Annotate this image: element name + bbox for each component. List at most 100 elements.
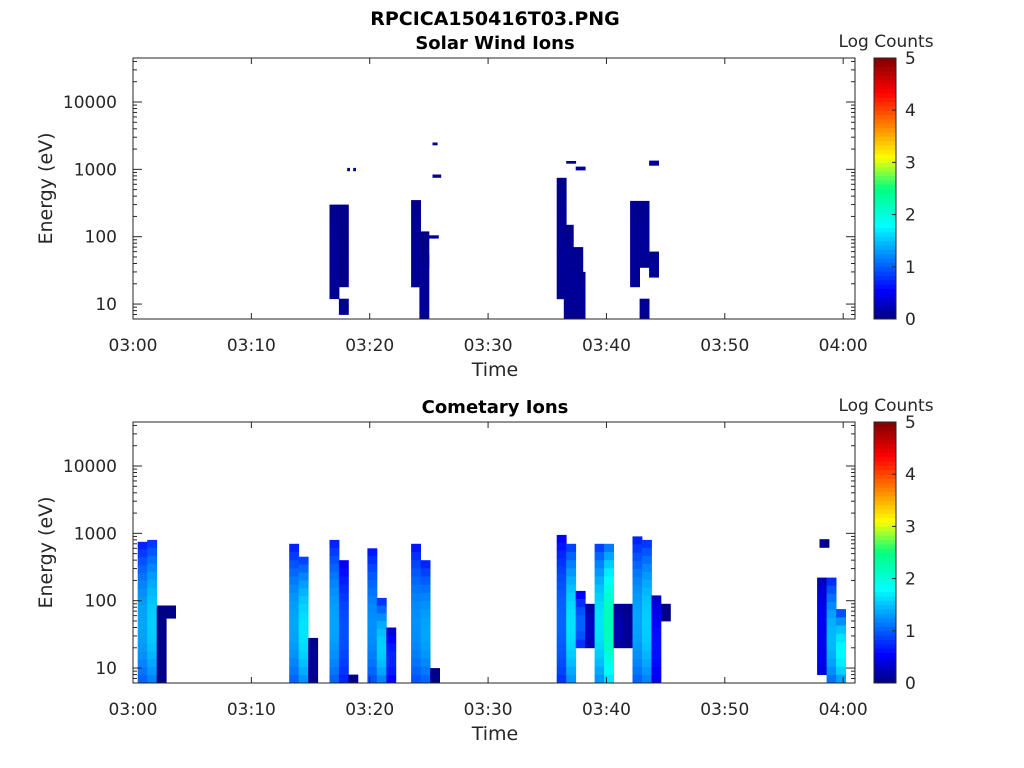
spectrogram-cell [367, 572, 378, 581]
y-tick-label: 1000 [74, 160, 117, 180]
colorbar-swatch [874, 543, 896, 549]
panel-title: Solar Wind Ions [415, 33, 574, 54]
spectrogram-cell [338, 237, 349, 247]
spectrogram-cell [367, 611, 378, 620]
spectrogram-cell [147, 627, 158, 636]
spectrogram-cell [156, 652, 167, 661]
colorbar-swatch [874, 192, 896, 198]
spectrogram-cell [329, 259, 340, 268]
spectrogram-cell [338, 306, 349, 315]
spectrogram-cell [613, 630, 624, 640]
spectrogram-cell [376, 652, 387, 661]
spectrogram-cell [147, 595, 158, 604]
spectrogram-cell [578, 311, 586, 320]
colorbar-swatch [874, 118, 896, 124]
colorbar-swatch [874, 62, 896, 68]
spectrogram-cell [411, 560, 421, 569]
spectrogram-cell [613, 612, 624, 622]
spectrogram-cell [563, 248, 574, 257]
colorbar-swatch [874, 435, 896, 440]
spectrogram-cell [642, 659, 652, 668]
spectrogram-cell [329, 243, 340, 252]
spectrogram-cell [819, 539, 830, 548]
colorbar-swatch [874, 452, 896, 458]
colorbar-swatch [874, 548, 896, 553]
spectrogram-cell [338, 642, 349, 651]
spectrogram-cell [639, 200, 650, 210]
spectrogram-cell [411, 231, 421, 240]
colorbar-swatch [874, 617, 896, 623]
spectrogram-cell [604, 601, 614, 610]
spectrogram-cell [594, 633, 605, 643]
x-axis-label: Time [471, 359, 519, 381]
spectrogram-cell [329, 571, 340, 581]
spectrogram-cell [594, 666, 605, 676]
spectrogram-cell [594, 584, 605, 594]
spectrogram-cell [649, 251, 659, 261]
spectrogram-cell [308, 675, 319, 684]
panel-solar-wind-ions: Solar Wind Ions 03:00 03:10 03:20 03:30 03:40… [35, 32, 934, 381]
spectrogram-cell [594, 642, 605, 651]
spectrogram-cell [298, 667, 309, 676]
spectrogram-cell [604, 650, 614, 659]
spectrogram-cell [642, 627, 652, 636]
spectrogram-cell [367, 667, 378, 676]
colorbar-tick-label: 4 [905, 465, 916, 485]
spectrogram-cell [630, 240, 640, 249]
spectrogram-cell [651, 651, 662, 660]
spectrogram-cell [338, 262, 349, 271]
spectrogram-cell [376, 667, 387, 676]
spectrogram-cell [147, 675, 158, 684]
colorbar-swatch [874, 149, 896, 155]
spectrogram-cell [836, 658, 846, 667]
spectrogram-cell [347, 167, 350, 172]
spectrogram-cell [632, 544, 643, 554]
spectrogram-cell [329, 603, 340, 612]
spectrogram-cell [338, 253, 349, 263]
spectrogram-cell [137, 675, 148, 684]
spectrogram-cell [411, 568, 421, 577]
spectrogram-cell [298, 596, 309, 605]
spectrogram-cell [137, 549, 148, 558]
colorbar-swatch [874, 171, 896, 176]
colorbar-swatch [874, 153, 896, 159]
spectrogram-cell [289, 625, 300, 635]
spectrogram-cell [566, 592, 577, 602]
spectrogram-cell [566, 568, 577, 577]
colorbar-swatch [874, 604, 896, 610]
spectrogram-cell [367, 564, 378, 573]
spectrogram-cell [329, 643, 340, 652]
spectrogram-cell [289, 576, 300, 586]
spectrogram-cell [632, 650, 643, 659]
spectrogram-cell [817, 626, 827, 635]
y-axis-label: Energy (eV) [35, 496, 57, 608]
spectrogram-cell [420, 674, 431, 684]
spectrogram-cell [329, 563, 340, 573]
spectrogram-cell [632, 552, 643, 562]
colorbar-tick-label: 2 [905, 570, 916, 590]
spectrogram-cell [573, 263, 584, 272]
colorbar-swatch [874, 613, 896, 619]
spectrogram-cell [604, 552, 614, 561]
spectrogram-cell [817, 593, 827, 603]
colorbar-swatch [874, 678, 896, 684]
spectrogram-cell [166, 611, 176, 619]
spectrogram-cell [556, 605, 567, 614]
spectrogram-cell [575, 166, 586, 171]
spectrogram-cell [156, 675, 167, 684]
spectrogram-cell [826, 593, 837, 603]
spectrogram-cell [649, 260, 659, 270]
spectrogram-cell [651, 675, 662, 684]
spectrogram-cell [594, 609, 605, 618]
spectrogram-cell [338, 666, 349, 676]
colorbar-swatch [874, 188, 896, 194]
spectrogram-cell [329, 204, 340, 213]
colorbar-swatch [874, 197, 896, 203]
y-tick-label: 10 [95, 295, 117, 315]
spectrogram-cell [613, 603, 624, 613]
spectrogram-cell [623, 621, 633, 631]
spectrogram-cell [651, 611, 662, 620]
spectrogram-cell [556, 636, 567, 645]
x-tick-label: 03:00 [109, 700, 158, 720]
spectrogram-cell [147, 635, 158, 644]
